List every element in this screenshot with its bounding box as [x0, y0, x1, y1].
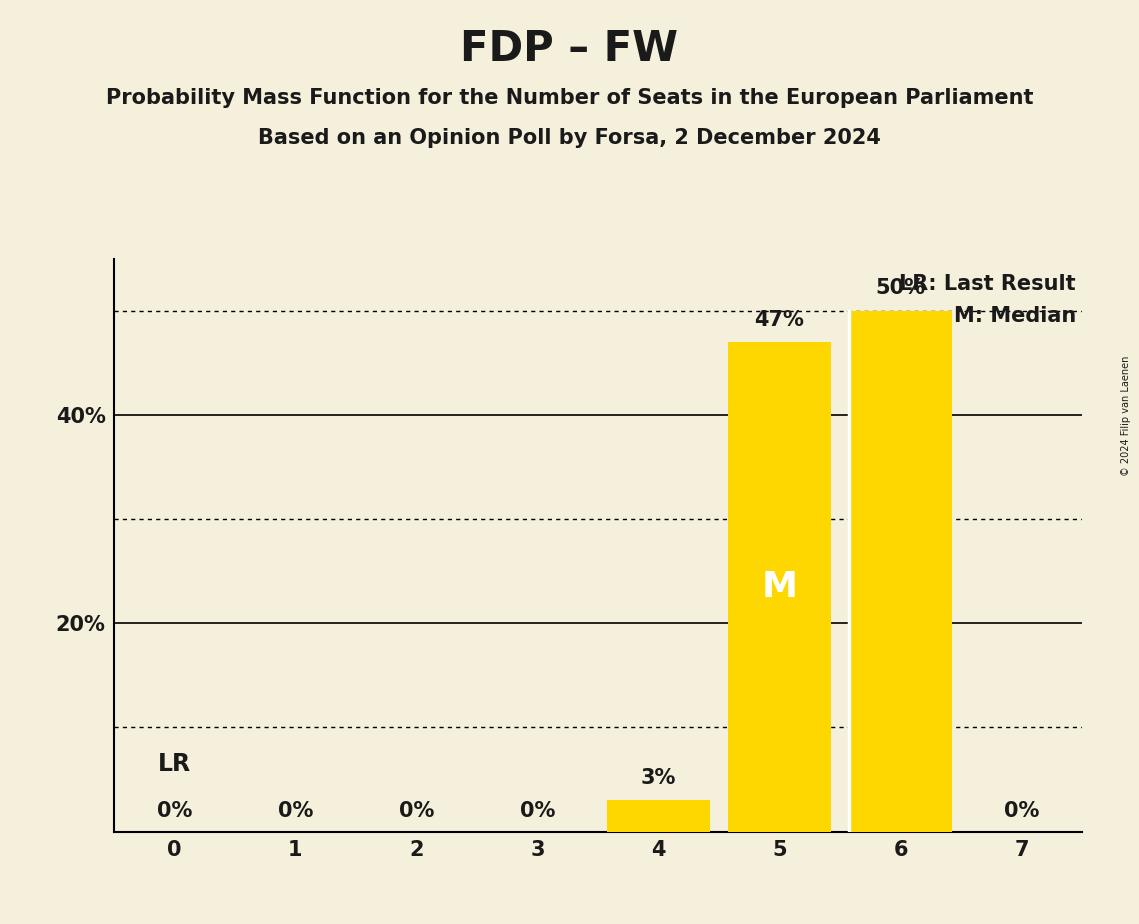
Text: Probability Mass Function for the Number of Seats in the European Parliament: Probability Mass Function for the Number…	[106, 88, 1033, 108]
Text: Based on an Opinion Poll by Forsa, 2 December 2024: Based on an Opinion Poll by Forsa, 2 Dec…	[259, 128, 880, 148]
Text: M: Median: M: Median	[953, 306, 1076, 325]
Text: LR: LR	[158, 752, 191, 776]
Text: LR: Last Result: LR: Last Result	[900, 274, 1076, 295]
Text: 3%: 3%	[641, 768, 677, 788]
Text: M: M	[762, 570, 797, 603]
Text: 47%: 47%	[754, 310, 804, 330]
Bar	[849, 310, 952, 832]
Text: 0%: 0%	[1003, 801, 1039, 821]
Text: 0%: 0%	[519, 801, 555, 821]
Text: FDP – FW: FDP – FW	[460, 28, 679, 69]
Text: © 2024 Filip van Laenen: © 2024 Filip van Laenen	[1121, 356, 1131, 476]
Bar	[607, 800, 710, 832]
Text: 0%: 0%	[278, 801, 313, 821]
Text: 0%: 0%	[399, 801, 434, 821]
Text: 0%: 0%	[157, 801, 192, 821]
Text: 50%: 50%	[876, 278, 926, 298]
Bar	[728, 342, 831, 832]
